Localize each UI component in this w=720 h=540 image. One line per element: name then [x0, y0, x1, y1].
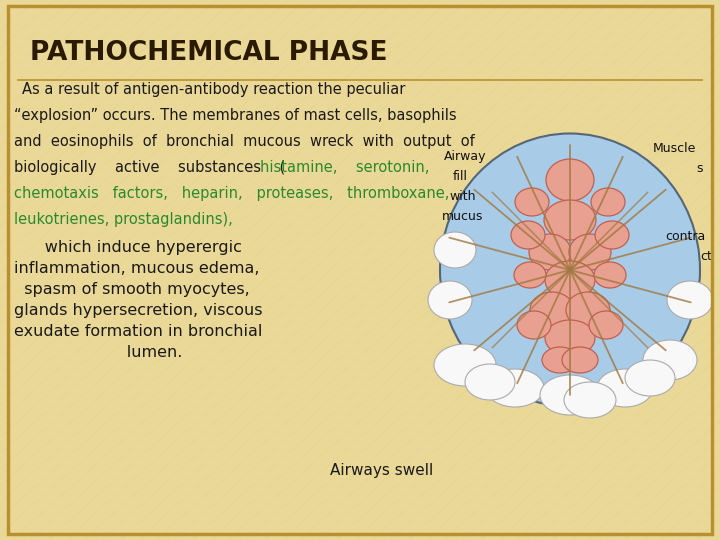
Ellipse shape — [564, 382, 616, 418]
Ellipse shape — [643, 340, 697, 380]
Text: histamine,    serotonin,: histamine, serotonin, — [260, 160, 429, 175]
Ellipse shape — [434, 232, 476, 268]
Text: chemotaxis   factors,   heparin,   proteases,   thromboxane,: chemotaxis factors, heparin, proteases, … — [14, 186, 449, 201]
Ellipse shape — [517, 311, 551, 339]
Ellipse shape — [597, 369, 653, 407]
Ellipse shape — [540, 375, 600, 415]
Ellipse shape — [511, 221, 545, 249]
Ellipse shape — [465, 364, 515, 400]
Ellipse shape — [544, 200, 596, 240]
Ellipse shape — [434, 344, 496, 386]
Text: “explosion” occurs. The membranes of mast cells, basophils: “explosion” occurs. The membranes of mas… — [14, 108, 456, 123]
Ellipse shape — [440, 133, 700, 407]
Ellipse shape — [428, 281, 472, 319]
Ellipse shape — [594, 262, 626, 288]
Text: mucus: mucus — [442, 210, 483, 223]
Text: leukotrienes, prostaglandins),: leukotrienes, prostaglandins), — [14, 212, 233, 227]
Ellipse shape — [545, 261, 595, 299]
Text: As a result of antigen-antibody reaction the peculiar: As a result of antigen-antibody reaction… — [22, 82, 405, 97]
Ellipse shape — [625, 360, 675, 396]
Ellipse shape — [667, 281, 713, 319]
Ellipse shape — [545, 320, 595, 356]
Text: Airways swell: Airways swell — [330, 463, 433, 478]
Ellipse shape — [595, 221, 629, 249]
Ellipse shape — [542, 347, 578, 373]
Ellipse shape — [530, 292, 574, 328]
Text: biologically    active    substances    (: biologically active substances ( — [14, 160, 285, 175]
Ellipse shape — [591, 188, 625, 216]
Text: Muscle: Muscle — [652, 142, 696, 155]
Text: contra: contra — [666, 230, 706, 243]
Ellipse shape — [566, 292, 610, 328]
Ellipse shape — [546, 159, 594, 201]
Text: and  eosinophils  of  bronchial  mucous  wreck  with  output  of: and eosinophils of bronchial mucous wrec… — [14, 134, 474, 149]
Text: s: s — [696, 162, 703, 175]
Text: with: with — [449, 190, 475, 203]
Text: Airway: Airway — [444, 150, 487, 163]
Ellipse shape — [486, 369, 544, 407]
Text: fill: fill — [453, 170, 468, 183]
Ellipse shape — [514, 262, 546, 288]
Text: which induce hyperergic
inflammation, mucous edema,
  spasm of smooth myocytes,
: which induce hyperergic inflammation, mu… — [14, 240, 263, 360]
Text: ct: ct — [700, 250, 712, 263]
Text: PATHOCHEMICAL PHASE: PATHOCHEMICAL PHASE — [30, 40, 387, 66]
Ellipse shape — [569, 234, 611, 270]
Ellipse shape — [529, 234, 571, 270]
Ellipse shape — [562, 347, 598, 373]
Ellipse shape — [589, 311, 623, 339]
Ellipse shape — [515, 188, 549, 216]
